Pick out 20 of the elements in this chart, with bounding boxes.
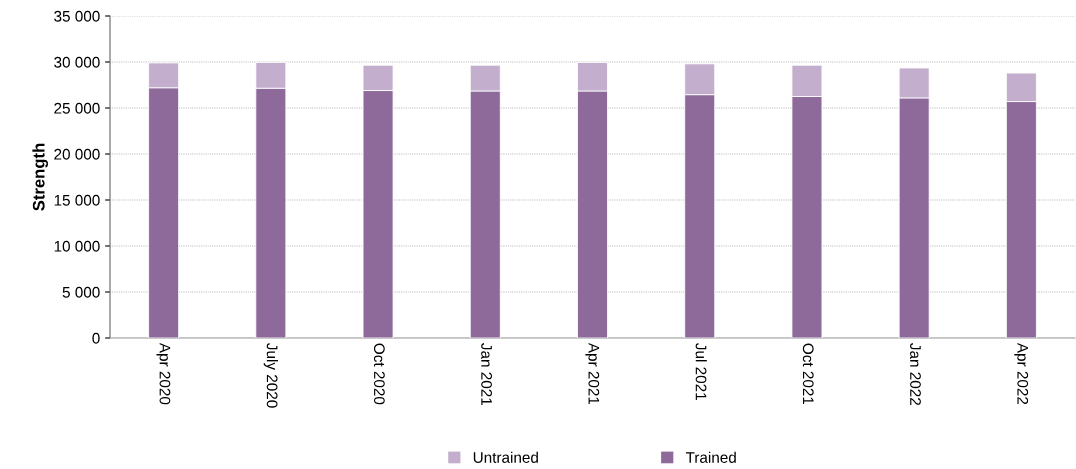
x-tick-label: July 2020 [263,343,278,408]
x-tick-label: Oct 2020 [373,343,385,405]
y-tick-label: 20 000 [54,148,100,160]
y-tick-label: 10 000 [54,240,100,252]
legend-label: Trained [685,451,736,463]
x-tick-label: Jan 2022 [910,343,921,405]
x-tick-label: Apr 2020 [156,342,171,405]
x-tick-label: Apr 2021 [585,342,600,405]
x-tick-label: Oct 2021 [802,343,814,405]
legend-label: Untrained [473,451,538,463]
y-tick-label: 35 000 [54,10,100,22]
y-tick-label: 30 000 [54,56,100,68]
y-tick-label: 5 000 [62,286,100,298]
x-tick-label: Jul 2021 [695,343,707,400]
y-tick-label: 25 000 [54,102,100,114]
x-tick-label: Apr 2022 [1014,342,1029,405]
x-tick-label: Jan 2021 [481,343,492,405]
y-tick-label: 15 000 [54,194,100,206]
y-axis-title: Strength [32,143,48,211]
y-tick-label: 0 [92,332,100,344]
